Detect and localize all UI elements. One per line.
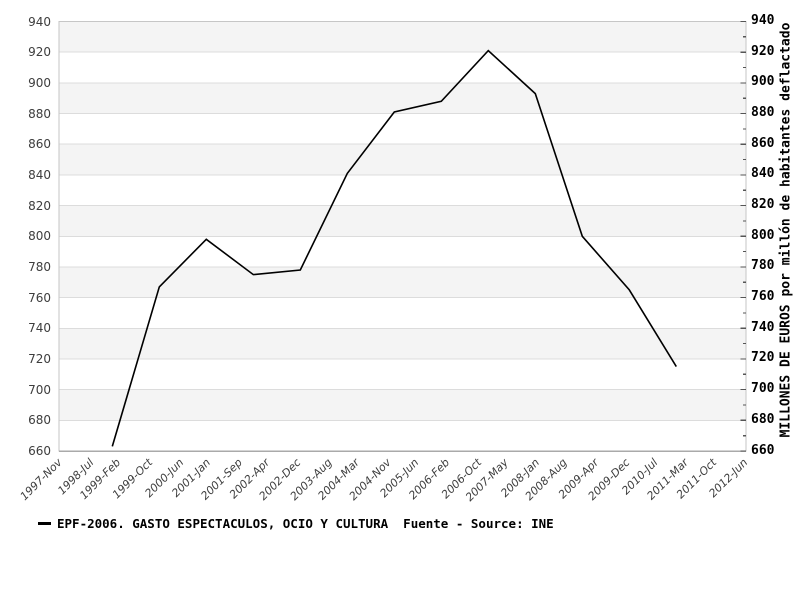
y-axis-tick-label-right: 800 <box>751 227 775 243</box>
y-axis-tick-label-right: 680 <box>751 411 775 427</box>
grid-band <box>59 113 746 145</box>
grid-band <box>59 389 746 421</box>
grid-band <box>59 144 746 175</box>
y-axis-tick-label-left: 940 <box>28 14 51 29</box>
y-axis-tick-label-right: 660 <box>751 442 775 458</box>
y-axis-tick-label-left: 880 <box>28 106 51 121</box>
grid-band <box>59 236 746 267</box>
grid-band <box>59 205 746 237</box>
y-axis-tick-label-left: 800 <box>28 229 51 244</box>
grid-band <box>59 420 746 451</box>
y-axis-tick-label-right: 840 <box>751 166 775 182</box>
y-axis-tick-label-right: 740 <box>751 319 775 335</box>
y-axis-tick-label-right: 720 <box>751 350 775 366</box>
grid-band <box>59 358 746 390</box>
y-axis-tick-label-left: 680 <box>28 413 51 428</box>
legend-line-marker <box>38 522 51 525</box>
y-axis-tick-label-right: 780 <box>751 258 775 274</box>
y-axis-tick-label-right: 700 <box>751 381 775 397</box>
y-axis-tick-label-left: 720 <box>28 351 51 366</box>
y-axis-tick-label-right: 860 <box>751 135 775 151</box>
y-axis-tick-label-left: 660 <box>28 444 51 458</box>
grid-band <box>59 266 746 298</box>
y-axis-tick-label-right: 880 <box>751 105 775 121</box>
grid-band <box>59 21 746 53</box>
grid-band <box>59 52 746 83</box>
y-axis-tick-label-left: 740 <box>28 321 51 336</box>
y-axis-tick-label-right: 760 <box>751 289 775 305</box>
y-axis-tick-label-left: 900 <box>28 75 51 90</box>
y-axis-tick-label-right: 920 <box>751 43 775 59</box>
y-axis-tick-label-left: 840 <box>28 167 51 182</box>
y-axis-tick-label-left: 780 <box>28 259 51 274</box>
y-axis-tick-label-right: 940 <box>751 13 775 28</box>
y-axis-tick-label-left: 820 <box>28 198 51 213</box>
y-axis-tick-label-right: 900 <box>751 74 775 90</box>
y-axis-title-right: MILLONES DE EUROS por millón de habitant… <box>778 22 794 438</box>
grid-band <box>59 328 746 359</box>
y-axis-tick-label-left: 700 <box>28 382 51 397</box>
grid-band <box>59 82 746 114</box>
grid-band <box>59 297 746 329</box>
series-line <box>111 49 677 447</box>
y-axis-tick-label-left: 760 <box>28 290 51 305</box>
y-axis-tick-label-left: 920 <box>28 45 51 60</box>
y-axis-tick-label-right: 820 <box>751 197 775 213</box>
y-axis-tick-label-left: 860 <box>28 137 51 152</box>
legend-label: EPF-2006. GASTO ESPECTACULOS, OCIO Y CUL… <box>57 516 554 531</box>
grid-band <box>59 174 746 206</box>
